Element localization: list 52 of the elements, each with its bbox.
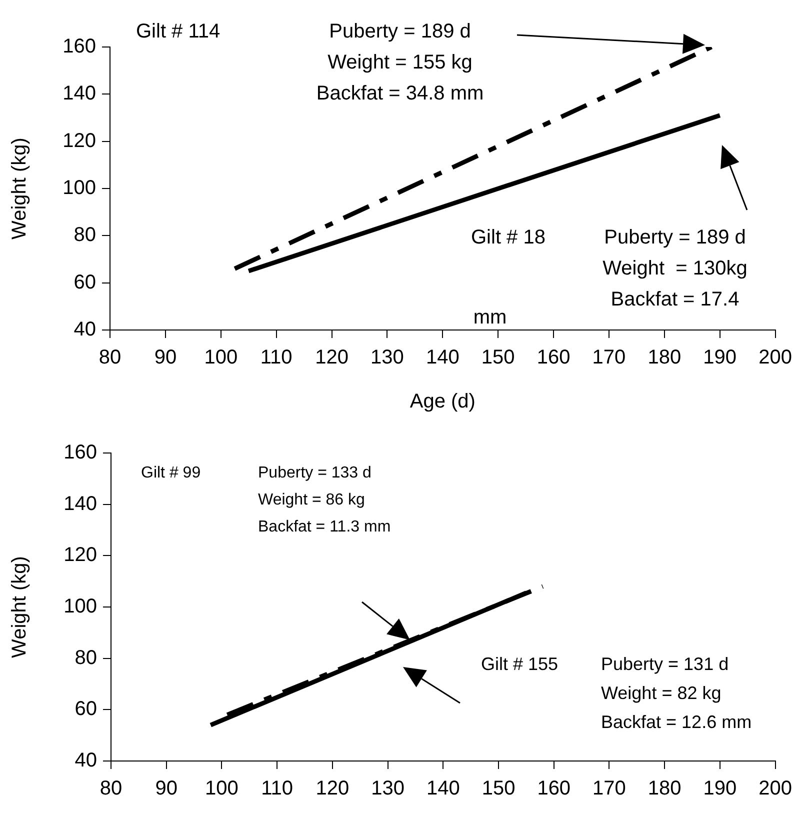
x-tick-label: 140: [426, 346, 460, 369]
y-tick-label: 140: [64, 492, 97, 515]
y-tick-label: 60: [74, 271, 96, 294]
x-axis-title: Age (d): [410, 390, 476, 413]
y-tick-label: 60: [74, 698, 97, 720]
x-tick-label: 110: [261, 778, 294, 800]
x-tick-label: 160: [536, 346, 570, 369]
x-tick-label: 140: [426, 778, 460, 800]
x-tick-label: 120: [316, 778, 350, 800]
annotation: Gilt # 99: [141, 464, 201, 482]
x-tick-label: 170: [592, 778, 626, 800]
annotation: Puberty = 131 d Weight = 82 kg Backfat = 12.6 mm: [601, 654, 752, 732]
x-tick-label: 80: [98, 346, 122, 369]
y-tick-label: 120: [64, 544, 97, 566]
y-tick-label: 40: [74, 318, 96, 341]
x-tick-label: 150: [482, 778, 516, 800]
y-tick-label: 120: [62, 130, 96, 152]
text: Gilt # 114: [136, 20, 220, 43]
x-tick-label: 130: [371, 778, 404, 800]
annotation: Puberty = 133 d Weight = 86 kg Backfat = 11.3 mm: [258, 464, 391, 536]
x-tick-label: 100: [204, 346, 238, 369]
y-tick-label: 100: [62, 177, 96, 200]
x-tick-label: 80: [100, 778, 122, 800]
annotation: Puberty = 189 d Weight = 155 kg Backfat = 34.8 mm: [316, 20, 484, 105]
x-tick-label: 180: [648, 778, 682, 800]
x-tick-label: 200: [758, 778, 792, 800]
y-tick-label: 160: [62, 36, 96, 58]
y-tick-label: 40: [74, 750, 97, 772]
y-tick-label: 80: [74, 224, 96, 246]
x-tick-label: 170: [592, 346, 626, 369]
y-tick-label: 140: [62, 82, 96, 105]
x-tick-label: 200: [758, 346, 792, 369]
x-tick-label: 130: [370, 346, 404, 369]
y-axis-title: Weight (kg): [8, 138, 31, 240]
x-tick-label: 160: [537, 778, 571, 800]
y-axis-title: Weight (kg): [8, 556, 31, 658]
annotation: Gilt # 155: [481, 654, 558, 674]
x-tick-label: 150: [481, 346, 515, 369]
annotation: Puberty = 189 d Weight = 130kg Backfat = 17.4: [602, 226, 748, 311]
x-tick-label: 120: [315, 346, 348, 369]
x-tick-label: 190: [703, 778, 737, 800]
annotation: Gilt # 18: [471, 226, 546, 249]
x-tick-label: 180: [648, 346, 682, 369]
x-tick-label: 100: [205, 778, 238, 800]
x-tick-label: 110: [260, 346, 292, 369]
y-tick-label: 160: [64, 442, 97, 464]
x-tick-label: 90: [155, 778, 178, 800]
y-tick-label: 100: [64, 596, 97, 618]
annotation: mm: [473, 306, 507, 329]
y-tick-label: 80: [74, 646, 97, 669]
x-tick-label: 90: [154, 346, 177, 369]
x-tick-label: 190: [703, 346, 737, 369]
